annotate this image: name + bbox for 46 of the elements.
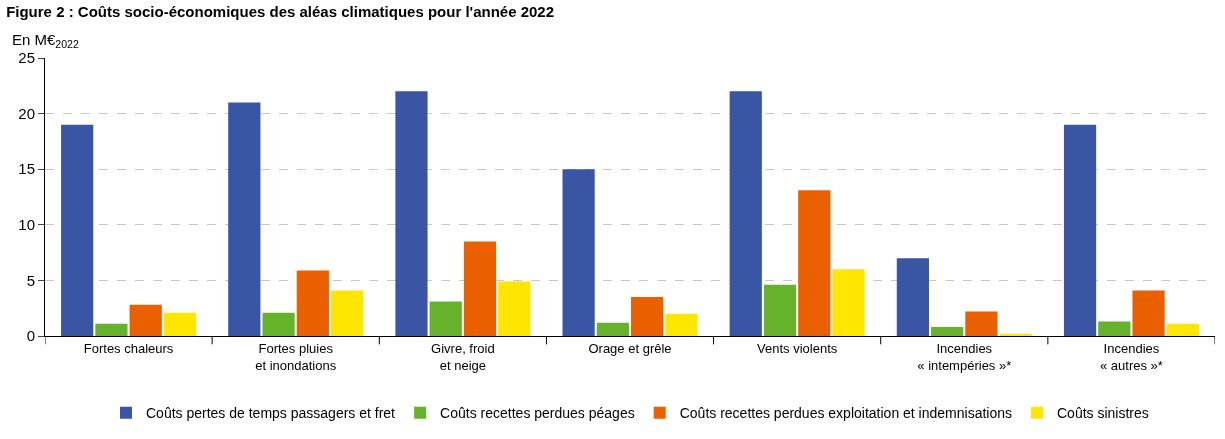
bar (1132, 290, 1165, 336)
bar (631, 297, 664, 336)
bar (395, 91, 428, 336)
bar (163, 312, 197, 336)
bar (931, 327, 964, 336)
bar (763, 284, 797, 336)
y-tick-label: 15 (18, 160, 35, 178)
bar (665, 313, 698, 336)
x-tick-label: Givre, froid et neige (431, 340, 495, 373)
y-tick-label: 0 (26, 327, 35, 345)
chart-title: Figure 2 : Coûts socio-économiques des aléas climatiques pour l'année 2022 (6, 3, 555, 21)
bar (296, 270, 329, 336)
legend-label: Coûts pertes de temps passagers et fret (146, 405, 396, 422)
bar (832, 269, 865, 336)
bar (498, 281, 531, 336)
bar (965, 311, 998, 336)
x-tick-label: Incendies « autres »* (1099, 340, 1163, 373)
bar (262, 312, 295, 336)
bar (463, 241, 497, 336)
bar (95, 323, 128, 336)
bar (798, 190, 831, 336)
bar (596, 322, 629, 336)
bar (1063, 124, 1097, 336)
bar (429, 301, 462, 336)
y-tick-label: 25 (18, 49, 35, 67)
y-tick-label: 5 (26, 271, 35, 289)
x-tick-label: Incendies « intempéries »* (917, 340, 1012, 373)
bar (1166, 323, 1199, 336)
bar (129, 304, 162, 336)
bar (729, 91, 762, 336)
x-tick-label: Fortes pluies et inondations (255, 340, 337, 373)
y-tick-label: 20 (18, 104, 35, 122)
bar (331, 290, 364, 336)
legend-label: Coûts sinistres (1057, 405, 1149, 422)
x-tick-label: Orage et grêle (588, 340, 672, 356)
legend-label: Coûts recettes perdues péages (440, 405, 635, 422)
legend-label: Coûts recettes perdues exploitation et indemnisations (679, 405, 1013, 422)
x-tick-label: Fortes chaleurs (83, 340, 174, 356)
x-tick-label: Vents violents (757, 340, 838, 356)
bar (1098, 321, 1131, 336)
y-tick-label: 10 (18, 216, 35, 234)
bar (562, 169, 595, 336)
bar (896, 258, 929, 336)
bar (228, 102, 261, 336)
chart-subtitle: En M€$_{2022}$ (12, 31, 79, 51)
bar (61, 124, 94, 336)
